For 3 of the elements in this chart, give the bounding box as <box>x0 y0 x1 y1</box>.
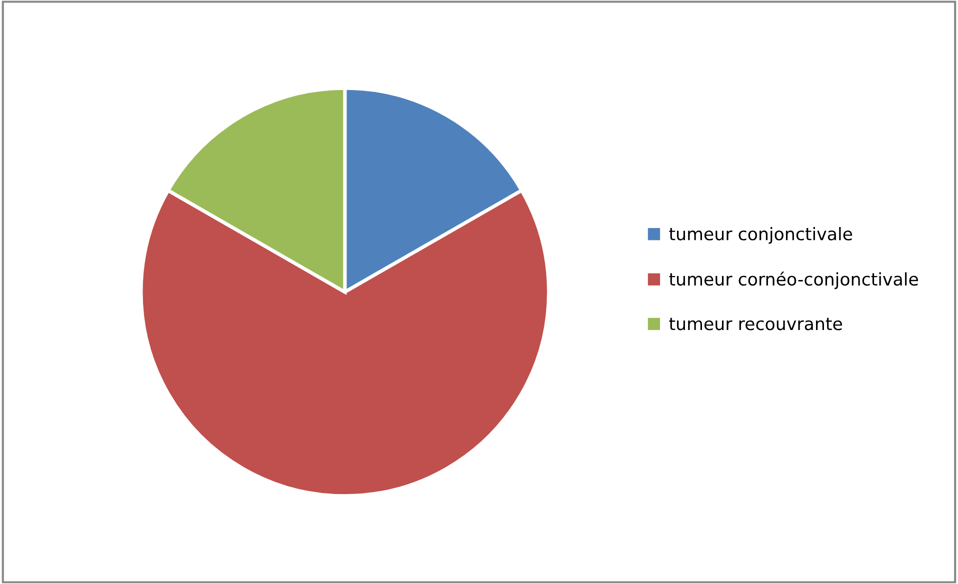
legend-label: tumeur conjonctivale <box>669 226 852 244</box>
legend-label: tumeur cornéo-conjonctivale <box>669 272 918 290</box>
legend-label: tumeur recouvrante <box>669 318 842 330</box>
